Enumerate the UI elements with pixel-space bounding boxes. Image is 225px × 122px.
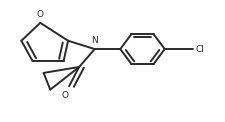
Text: O: O: [37, 10, 44, 19]
Text: O: O: [61, 91, 68, 100]
Text: Cl: Cl: [196, 45, 205, 54]
Text: N: N: [91, 36, 98, 45]
